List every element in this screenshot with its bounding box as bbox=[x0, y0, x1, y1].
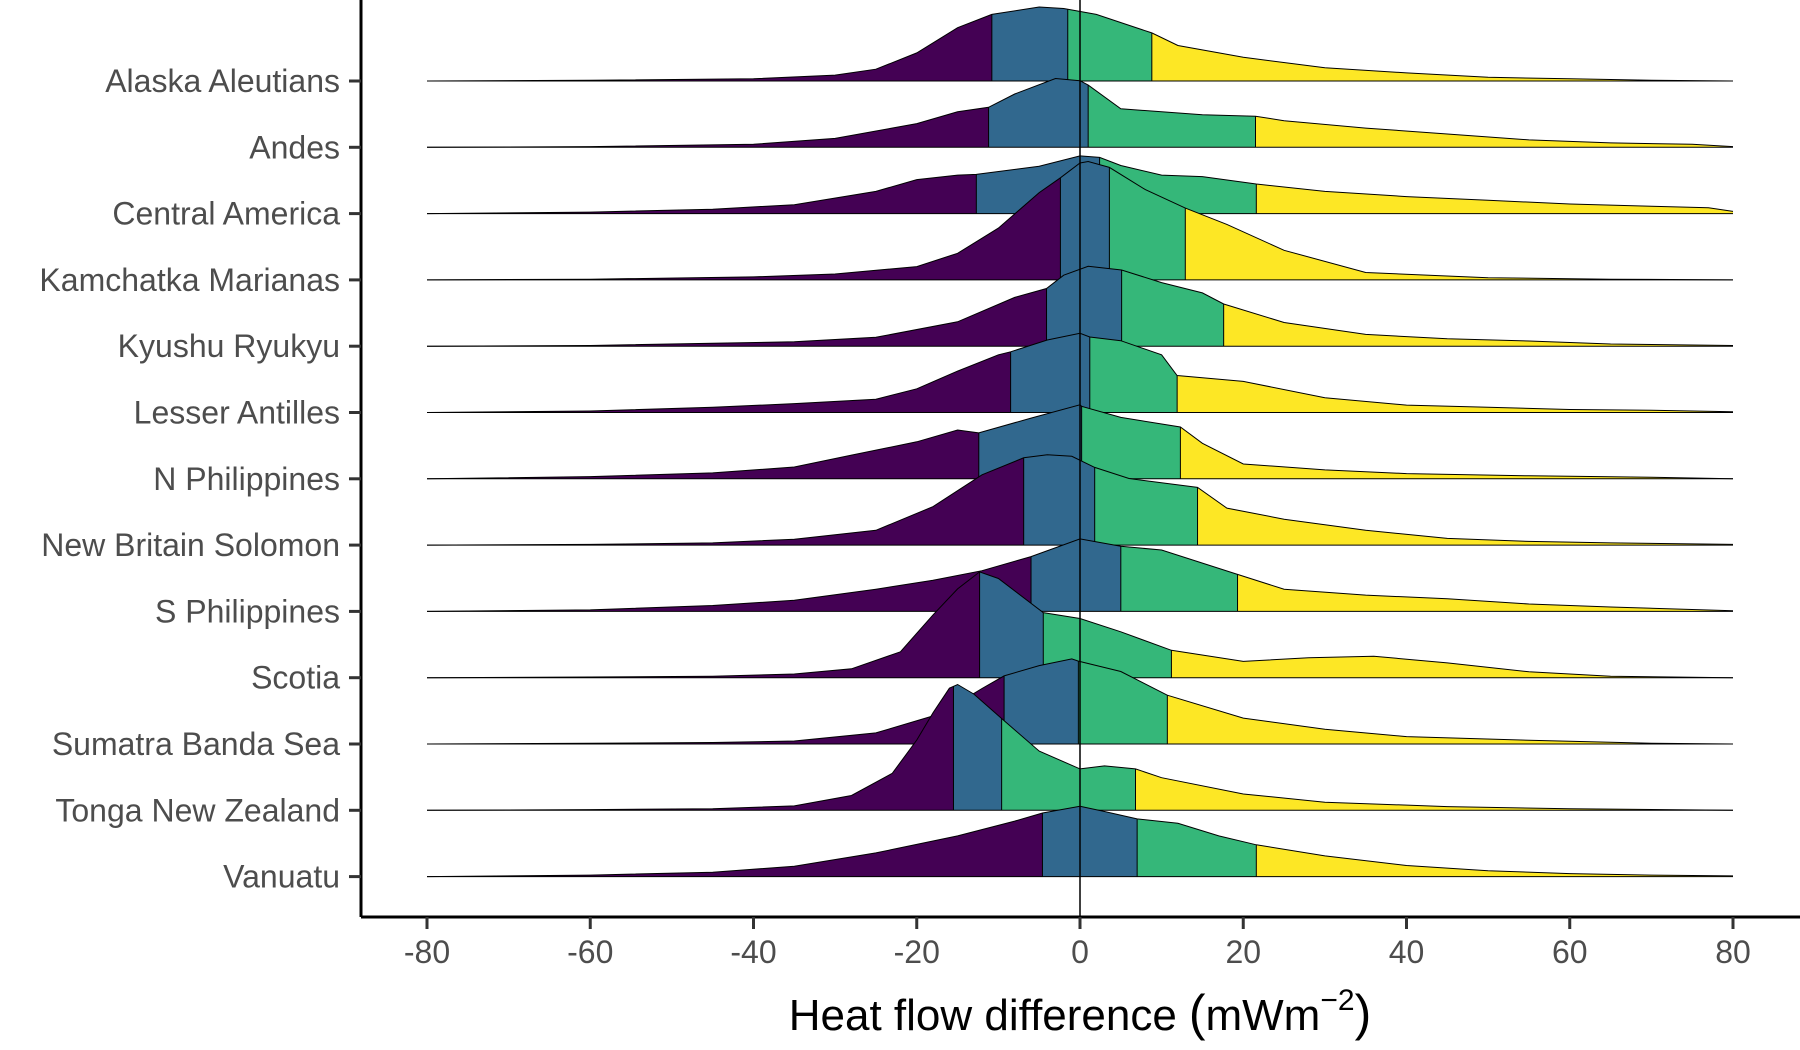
x-tick-label: 60 bbox=[1552, 934, 1588, 970]
ridge-quartile-3 bbox=[1122, 270, 1224, 346]
y-tick-label: Alaska Aleutians bbox=[105, 63, 340, 99]
y-tick-label: Kyushu Ryukyu bbox=[118, 328, 340, 364]
ridge-quartile-4 bbox=[1256, 845, 1733, 877]
ridge-quartile-2 bbox=[992, 7, 1068, 81]
ridge-quartile-3 bbox=[1088, 85, 1255, 147]
y-axis-ticks: Alaska Aleutians Andes Central America Kamc… bbox=[39, 63, 361, 895]
ridge-quartile-4 bbox=[1256, 116, 1734, 147]
x-tick-label: 0 bbox=[1071, 934, 1089, 970]
ridge-quartile-2 bbox=[1043, 806, 1138, 876]
ridge-quartile-2 bbox=[989, 79, 1089, 148]
ridge-quartile-1 bbox=[427, 289, 1047, 347]
x-tick-label: -20 bbox=[894, 934, 940, 970]
ridge-quartile-2 bbox=[1024, 455, 1095, 545]
ridge-quartile-1 bbox=[427, 430, 979, 479]
ridge-quartile-2 bbox=[1060, 162, 1109, 280]
ridge-quartile-4 bbox=[1185, 208, 1733, 280]
x-tick-label: 20 bbox=[1225, 934, 1261, 970]
ridge-quartile-3 bbox=[1137, 819, 1256, 877]
y-tick-label: Andes bbox=[249, 129, 340, 165]
ridge-quartile-1 bbox=[427, 676, 1004, 744]
y-tick-label: N Philippines bbox=[153, 461, 340, 497]
ridge-quartile-4 bbox=[1238, 574, 1734, 611]
x-tick-label: 40 bbox=[1389, 934, 1425, 970]
y-tick-label: Tonga New Zealand bbox=[55, 792, 340, 828]
ridge-quartile-1 bbox=[427, 813, 1043, 877]
x-axis-title-text: Heat flow difference bbox=[789, 991, 1177, 1040]
y-tick-label: Lesser Antilles bbox=[134, 395, 340, 431]
y-tick-label: Kamchatka Marianas bbox=[39, 262, 340, 298]
x-axis-unit: mWm bbox=[1206, 991, 1321, 1040]
y-tick-label: Sumatra Banda Sea bbox=[52, 726, 340, 762]
x-tick-label: 80 bbox=[1715, 934, 1751, 970]
ridge-quartile-1 bbox=[427, 14, 992, 81]
x-axis-title: Heat flow difference (mWm−2) bbox=[789, 984, 1371, 1041]
ridge-quartile-1 bbox=[427, 686, 954, 810]
ridge-quartile-1 bbox=[427, 174, 976, 213]
ridge-quartile-1 bbox=[427, 107, 989, 147]
y-tick-label: S Philippines bbox=[155, 593, 340, 629]
x-tick-label: -60 bbox=[567, 934, 613, 970]
ridge-quartile-1 bbox=[427, 352, 1011, 413]
x-tick-label: -40 bbox=[730, 934, 776, 970]
ridge-quartile-4 bbox=[1136, 769, 1734, 810]
ridge-quartile-4 bbox=[1171, 650, 1733, 677]
ridge-quartile-4 bbox=[1180, 427, 1733, 479]
ridge-quartile-1 bbox=[427, 557, 1031, 612]
y-tick-label: New Britain Solomon bbox=[41, 527, 340, 563]
x-axis-ticks: -80 -60 -40 -20 0 20 40 60 80 bbox=[404, 917, 1751, 970]
ridge-quartile-4 bbox=[1256, 184, 1733, 214]
ridge-quartile-3 bbox=[1090, 337, 1177, 413]
x-axis-unit-close: ) bbox=[1355, 985, 1372, 1041]
y-tick-label: Scotia bbox=[251, 660, 340, 696]
ridge-quartile-4 bbox=[1177, 376, 1733, 413]
y-tick-label: Central America bbox=[112, 196, 340, 232]
x-axis-unit-open: ( bbox=[1189, 985, 1206, 1041]
x-tick-label: -80 bbox=[404, 934, 450, 970]
x-axis-unit-exponent: −2 bbox=[1320, 984, 1354, 1017]
ridge-quartile-2 bbox=[1031, 539, 1121, 612]
ridge-quartile-4 bbox=[1198, 487, 1734, 545]
y-tick-label: Vanuatu bbox=[223, 859, 340, 895]
